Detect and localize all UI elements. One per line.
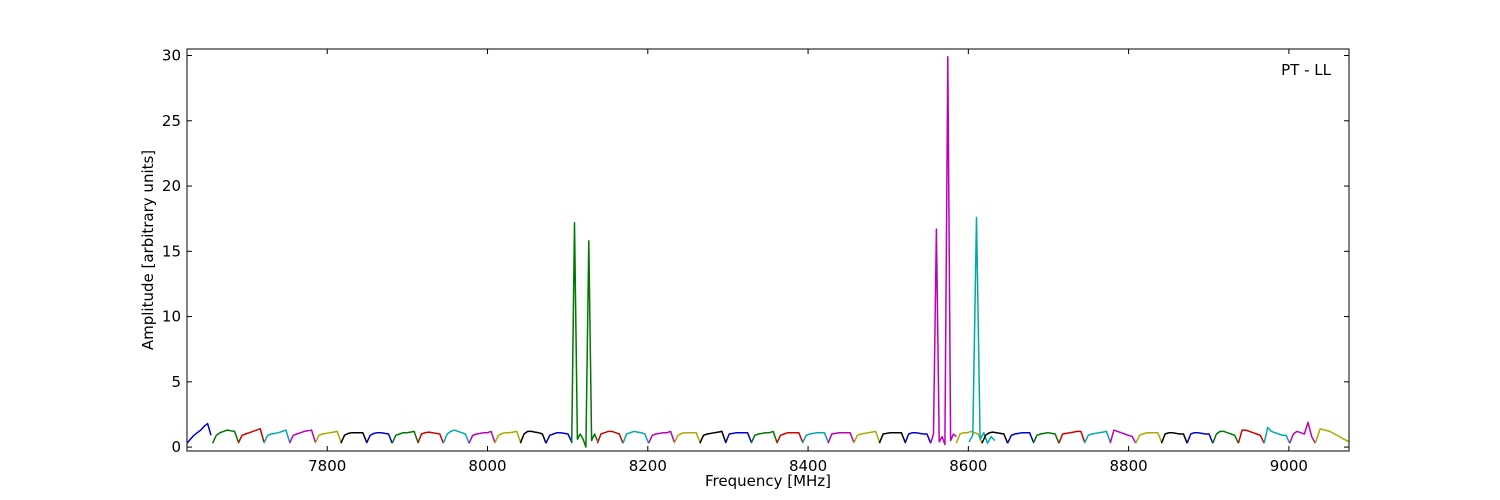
series-line-43 [1263,426,1291,444]
series-line-38 [1135,431,1163,444]
y-tick-label: 0 [171,438,181,456]
y-tick-label: 15 [162,242,181,260]
y-tick-label: 20 [162,177,181,195]
series-line-37 [1109,429,1137,444]
series-line-1 [211,429,240,444]
series-line-41 [1212,430,1240,444]
y-tick-label: 10 [162,308,181,326]
series-line-4 [288,429,316,444]
series-line-11 [468,430,496,444]
series-line-16 [596,430,624,444]
x-tick-label: 8200 [629,457,667,475]
y-tick-label: 25 [162,112,181,130]
series-line-39 [1160,431,1188,444]
x-tick-label: 8800 [1110,457,1148,475]
plot-background [187,49,1349,451]
series-line-10 [442,429,470,444]
series-line-2 [237,428,265,444]
y-axis: 0 5 10 15 20 25 30 [162,47,1349,456]
x-axis: 7800 8000 8200 8400 8600 8800 9000 [308,49,1308,475]
series-line-34 [1032,431,1060,444]
chart-annotation: PT - LL [1281,61,1332,79]
series-line-9 [417,431,445,444]
series-line-7 [365,431,393,444]
series-line-44 [1289,421,1316,444]
series-line-31 [968,216,996,444]
series-line-28 [904,431,932,444]
series-line-5 [314,430,342,444]
series-line-14 [545,431,573,444]
series-line-12 [494,430,522,444]
x-tick-label: 8000 [468,457,506,475]
series-line-33 [1006,431,1034,444]
series-line-40 [1186,431,1214,444]
series-line-20 [699,430,727,444]
series-line-24 [801,431,829,444]
series-line-45 [1314,428,1350,444]
plot-frame [186,48,1350,452]
x-tick-label: 9000 [1270,457,1308,475]
series-line-13 [519,430,547,444]
series-line-8 [391,430,419,444]
series-line-29 [929,56,957,446]
series-line-15 [570,221,598,448]
series-line-22 [750,430,778,444]
x-tick-label: 8600 [949,457,987,475]
series-line-30 [955,430,983,444]
series-line-0 [186,422,212,444]
series-line-21 [724,431,752,444]
series-line-19 [673,431,701,444]
y-tick-label: 5 [171,373,181,391]
series-line-32 [981,431,1009,444]
series-line-26 [853,430,881,444]
series-line-17 [622,430,650,444]
series-line-6 [340,431,368,444]
series-layer [186,56,1350,448]
y-axis-label: Amplitude [arbitrary units] [139,150,157,350]
x-tick-label: 7800 [308,457,346,475]
series-line-18 [647,430,675,444]
series-line-27 [878,431,906,444]
series-line-35 [1058,430,1086,444]
y-tick-label: 30 [162,47,181,65]
series-line-36 [1083,430,1111,444]
x-tick-label: 8400 [789,457,827,475]
x-axis-label: Frequency [MHz] [705,472,831,490]
series-line-25 [827,431,855,444]
series-line-23 [776,431,804,444]
series-line-42 [1237,429,1265,444]
series-line-3 [263,429,291,444]
